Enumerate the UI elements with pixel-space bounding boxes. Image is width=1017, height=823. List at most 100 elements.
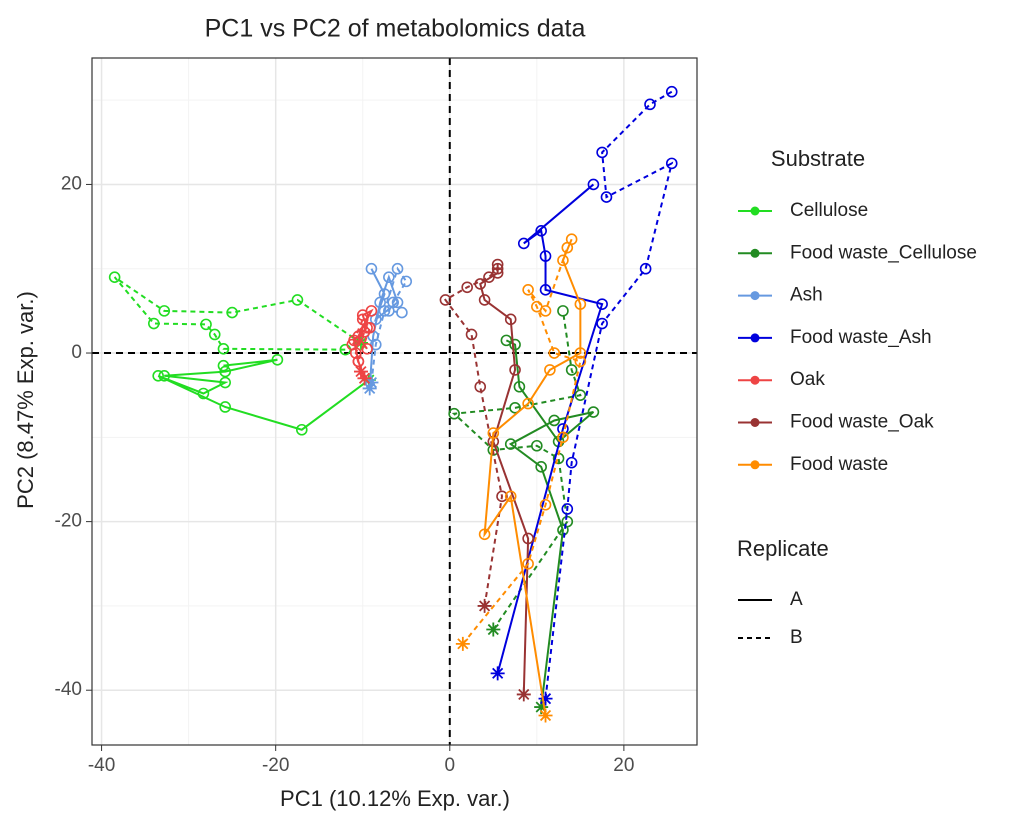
point	[152, 369, 164, 382]
y-tick-label: -40	[55, 679, 82, 700]
point	[544, 364, 556, 376]
trajectory-line	[113, 276, 362, 351]
point	[522, 397, 534, 410]
point	[219, 365, 231, 378]
point	[596, 298, 608, 310]
y-tick-label: -20	[55, 511, 82, 532]
legend-label: A	[790, 589, 803, 610]
point	[557, 254, 569, 267]
point	[522, 532, 534, 545]
point	[539, 250, 552, 262]
x-tick-label: 0	[444, 755, 455, 776]
point	[363, 321, 376, 334]
start-point	[455, 636, 470, 651]
legend-key	[750, 375, 760, 385]
trajectory-line	[483, 238, 582, 716]
point	[400, 275, 413, 288]
point	[352, 355, 365, 368]
y-tick-label: 0	[71, 342, 82, 363]
point	[509, 402, 521, 414]
legend-key	[750, 460, 760, 470]
point	[208, 328, 221, 341]
legend-key	[750, 291, 760, 301]
point	[217, 343, 230, 355]
point	[509, 364, 521, 376]
point	[217, 359, 230, 372]
y-axis-label: PC2 (8.47% Exp. var.)	[13, 291, 38, 509]
legend-label: Food waste_Ash	[790, 327, 932, 348]
point	[587, 178, 600, 191]
trajectory-line	[157, 358, 370, 431]
point	[491, 262, 504, 275]
start-point	[357, 371, 372, 386]
point	[365, 305, 378, 317]
x-axis-label: PC1 (10.12% Exp. var.)	[280, 786, 510, 811]
point	[574, 355, 587, 368]
start-point	[364, 375, 379, 390]
point	[439, 294, 452, 306]
point	[596, 146, 608, 159]
point	[513, 380, 526, 393]
point	[383, 271, 395, 283]
point	[271, 353, 284, 366]
point	[219, 376, 231, 389]
point	[535, 461, 547, 473]
point	[565, 456, 578, 469]
point	[557, 431, 569, 444]
x-tick-label: -20	[262, 755, 289, 776]
point	[596, 317, 608, 330]
point	[557, 305, 569, 317]
point	[391, 262, 404, 275]
point	[483, 271, 495, 283]
point	[496, 490, 508, 503]
start-point	[538, 708, 553, 723]
point	[478, 528, 491, 541]
chart-title: PC1 vs PC2 of metabolomics data	[205, 15, 586, 43]
point	[487, 427, 500, 439]
point	[522, 284, 534, 296]
point	[396, 306, 408, 319]
point	[574, 389, 587, 401]
point	[539, 284, 552, 296]
trajectory-line	[451, 310, 582, 631]
trajectory-line	[544, 90, 674, 699]
point	[108, 271, 121, 283]
legend-label: Cellulose	[790, 200, 868, 221]
point	[383, 305, 395, 317]
point	[478, 294, 491, 306]
point	[561, 503, 574, 515]
legend-title: Replicate	[737, 536, 829, 561]
point	[665, 157, 678, 170]
legend-key	[750, 418, 760, 427]
point	[574, 347, 587, 359]
x-tick-label: -40	[88, 755, 115, 776]
point	[365, 262, 378, 275]
point	[517, 237, 530, 250]
point	[465, 328, 478, 341]
point	[561, 241, 574, 254]
point	[548, 414, 561, 427]
trajectory-line	[443, 268, 504, 607]
point	[226, 306, 238, 319]
point	[535, 225, 547, 237]
point	[295, 423, 308, 436]
start-point	[490, 666, 505, 681]
point	[600, 191, 613, 203]
legend-label: Food waste_Oak	[790, 412, 934, 433]
point	[548, 347, 561, 359]
legend-label: Food waste	[790, 454, 888, 475]
point	[474, 380, 487, 393]
legend-label: Ash	[790, 285, 823, 306]
legend-label: Oak	[790, 369, 825, 390]
point	[500, 334, 513, 347]
x-tick-label: 20	[613, 755, 634, 776]
point	[665, 85, 678, 98]
legend-label: B	[790, 627, 803, 648]
point	[346, 338, 359, 351]
start-point	[362, 381, 377, 396]
point	[539, 498, 552, 511]
point	[639, 262, 652, 275]
trajectory-line	[479, 264, 530, 695]
legend-label: Food waste_Cellulose	[790, 242, 977, 263]
